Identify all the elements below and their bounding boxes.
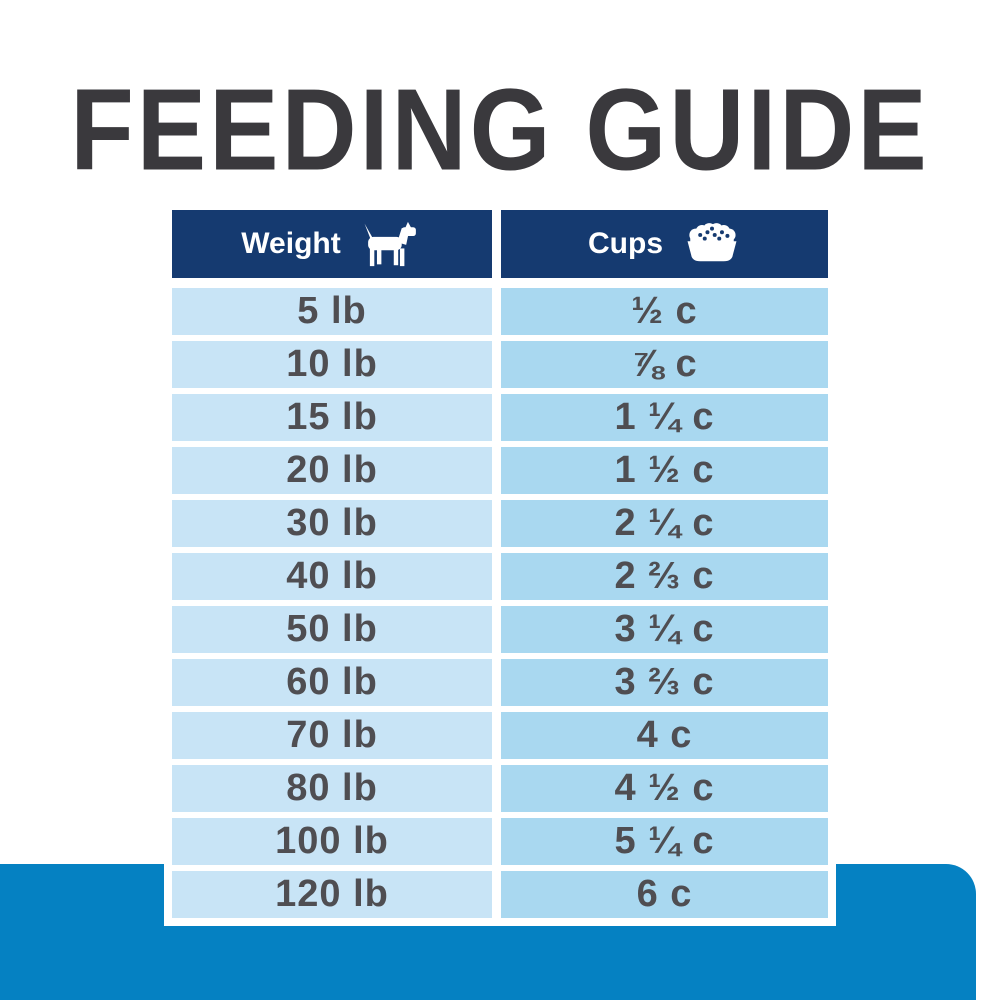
cups-column-label: Cups <box>588 227 663 260</box>
page-title: FEEDING GUIDE <box>70 65 930 196</box>
cups-cell: 4 ½ c <box>501 765 828 812</box>
table-body: 5 lb ½ c 10 lb ⅞ c 15 lb 1 ¼ c 20 lb 1 ½… <box>172 288 828 918</box>
cups-cell: 2 ¼ c <box>501 500 828 547</box>
weight-cell: 70 lb <box>172 712 492 759</box>
table-header-row: Weight <box>172 210 828 278</box>
weight-cell: 30 lb <box>172 500 492 547</box>
weight-cell: 100 lb <box>172 818 492 865</box>
cups-cell: 6 c <box>501 871 828 918</box>
cups-cell: 3 ⅔ c <box>501 659 828 706</box>
cups-cell: 5 ¼ c <box>501 818 828 865</box>
dog-icon <box>361 221 423 267</box>
weight-cell: 15 lb <box>172 394 492 441</box>
weight-cell: 60 lb <box>172 659 492 706</box>
weight-cell: 5 lb <box>172 288 492 335</box>
cups-cell: 1 ½ c <box>501 447 828 494</box>
weight-cell: 20 lb <box>172 447 492 494</box>
feeding-table: Weight <box>164 210 836 926</box>
weight-cell: 80 lb <box>172 765 492 812</box>
weight-column-label: Weight <box>241 227 341 260</box>
cups-cell: 1 ¼ c <box>501 394 828 441</box>
cups-cell: 3 ¼ c <box>501 606 828 653</box>
cups-cell: 2 ⅔ c <box>501 553 828 600</box>
weight-column-header: Weight <box>172 210 492 278</box>
food-bowl-icon <box>683 223 741 265</box>
cups-cell: ⅞ c <box>501 341 828 388</box>
cups-cell: ½ c <box>501 288 828 335</box>
weight-cell: 40 lb <box>172 553 492 600</box>
weight-cell: 120 lb <box>172 871 492 918</box>
cups-column-header: Cups <box>501 210 828 278</box>
weight-cell: 10 lb <box>172 341 492 388</box>
weight-cell: 50 lb <box>172 606 492 653</box>
cups-cell: 4 c <box>501 712 828 759</box>
